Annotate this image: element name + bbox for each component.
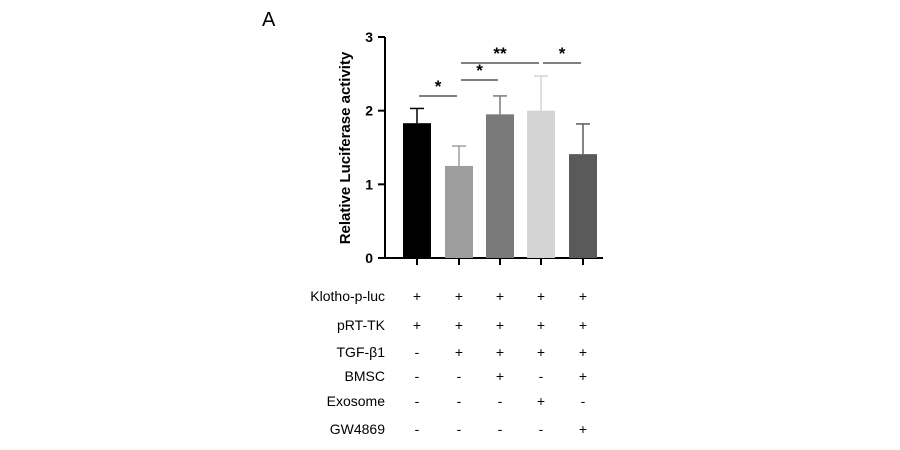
bars [403, 75, 597, 259]
significance-brackets: **** * [419, 44, 581, 97]
condition-cell: - [457, 368, 462, 384]
y-axis-label: Relative Luciferase activity [337, 51, 354, 244]
condition-label: Klotho-p-luc [310, 288, 385, 304]
condition-cell: + [537, 288, 545, 304]
condition-cell: + [496, 288, 504, 304]
condition-cell: + [579, 344, 587, 360]
condition-cell: + [455, 317, 463, 333]
condition-cell: + [537, 344, 545, 360]
condition-cell: + [496, 344, 504, 360]
condition-cell: + [579, 288, 587, 304]
condition-label: BMSC [345, 368, 385, 384]
condition-cell: + [579, 317, 587, 333]
significance-label: ** [493, 44, 507, 63]
condition-cell: - [539, 368, 544, 384]
condition-cell: - [581, 393, 586, 409]
significance-label: * [476, 61, 483, 80]
condition-label: GW4869 [330, 421, 385, 437]
condition-cell: + [579, 421, 587, 437]
bar [403, 123, 431, 258]
condition-label: TGF-β1 [337, 344, 386, 360]
panel-label: A [262, 9, 276, 31]
significance-label: * [559, 44, 566, 63]
y-tick-label: 1 [365, 176, 373, 192]
y-tick-label: 0 [365, 250, 373, 266]
condition-label: pRT-TK [337, 317, 386, 333]
condition-cell: - [415, 344, 420, 360]
condition-cell: + [413, 288, 421, 304]
condition-label: Exosome [327, 393, 386, 409]
conditions-table: Klotho-p-luc + + + + + pRT-TK + + + + + TGF-β1 - + + + + B… [310, 288, 587, 437]
bar [445, 165, 473, 258]
condition-cell: + [537, 317, 545, 333]
condition-cell: + [455, 288, 463, 304]
condition-cell: - [415, 368, 420, 384]
condition-cell: + [579, 368, 587, 384]
condition-cell: - [457, 393, 462, 409]
condition-cell: - [415, 393, 420, 409]
condition-cell: - [457, 421, 462, 437]
bar [569, 154, 597, 258]
condition-cell: + [496, 317, 504, 333]
condition-cell: + [413, 317, 421, 333]
condition-cell: - [498, 421, 503, 437]
condition-cell: - [539, 421, 544, 437]
significance-label: * [435, 77, 442, 96]
y-tick-label: 2 [365, 103, 373, 119]
bar [527, 110, 555, 259]
y-tick-label: 3 [365, 29, 373, 45]
condition-cell: + [455, 344, 463, 360]
condition-cell: + [496, 368, 504, 384]
condition-cell: - [415, 421, 420, 437]
bar [486, 114, 514, 258]
condition-cell: + [537, 393, 545, 409]
y-ticks: 0 1 2 3 [365, 29, 584, 266]
condition-cell: - [498, 393, 503, 409]
